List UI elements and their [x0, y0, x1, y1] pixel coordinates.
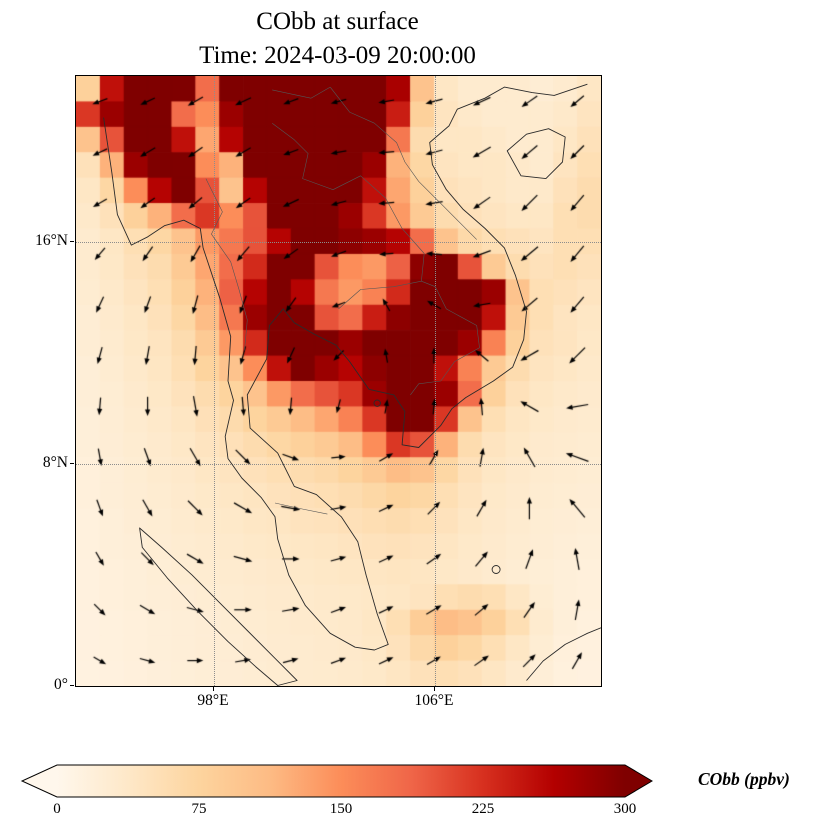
gridline-8n — [76, 464, 601, 465]
colorbar-tick-225: 225 — [471, 801, 495, 817]
colorbar-tick-75: 75 — [191, 801, 207, 817]
ytick-mark-16n — [70, 241, 74, 242]
xtick-mark-106e — [434, 687, 435, 691]
heatmap-canvas — [76, 76, 601, 686]
gridline-98e — [214, 76, 215, 686]
ytick-mark-8n — [70, 463, 74, 464]
colorbar-tick-300: 300 — [613, 801, 637, 817]
ytick-mark-0 — [70, 685, 74, 686]
map-plot — [75, 75, 602, 687]
gridline-106e — [435, 76, 436, 686]
country-border-myanmar-thailand — [205, 178, 248, 351]
country-border-cambodia-vietnam — [410, 286, 480, 396]
xtick-mark-98e — [213, 687, 214, 691]
coastline-sumatra — [139, 527, 298, 686]
colorbar-tick-150: 150 — [329, 801, 353, 817]
country-border-thailand-laos — [272, 122, 436, 287]
page-title: CObb at surface — [256, 8, 419, 35]
page-subtitle: Time: 2024-03-09 20:00:00 — [199, 42, 476, 69]
colorbar-bar — [20, 764, 653, 798]
coastline-borneo — [526, 627, 601, 681]
xtick-label-106e: 106°E — [414, 692, 454, 709]
colorbar-tick-0: 0 — [53, 801, 61, 817]
coastline-mainland — [103, 83, 588, 651]
ytick-label-8n: 8°N — [42, 454, 68, 471]
island-dot-2 — [373, 399, 381, 407]
country-border-malaysia-thailand — [274, 502, 328, 515]
gridline-16n — [76, 242, 601, 243]
coastline-hainan-island — [506, 128, 566, 180]
island-dot-1 — [491, 565, 501, 574]
colorbar — [20, 764, 653, 798]
colorbar-label: CObb (ppbv) — [698, 769, 790, 789]
ytick-label-16n: 16°N — [35, 232, 68, 249]
country-border-laos-vietnam — [329, 86, 477, 240]
xtick-label-98e: 98°E — [197, 692, 229, 709]
ytick-label-0: 0° — [54, 676, 68, 693]
country-border-china-north — [272, 86, 331, 99]
country-border-thailand-cambodia — [338, 280, 422, 310]
map-overlay — [103, 83, 601, 686]
